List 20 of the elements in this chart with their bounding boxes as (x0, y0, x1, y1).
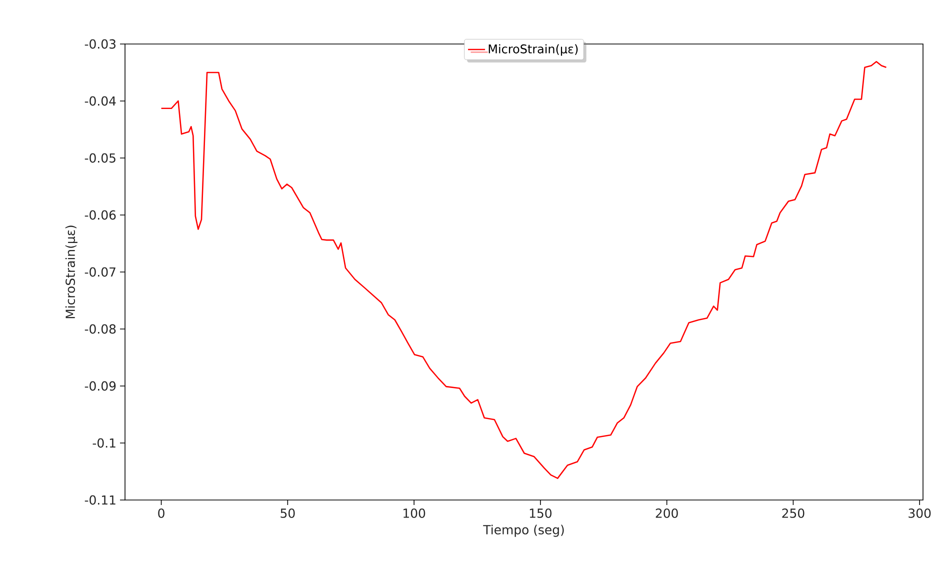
x-tick-label: 150 (530, 508, 552, 518)
legend-label: MicroStrain(με) (488, 44, 578, 56)
x-tick-label: 50 (280, 508, 295, 518)
x-tick-label: 250 (782, 508, 804, 518)
x-tick-label: 300 (908, 508, 931, 518)
y-tick-label: -0.08 (84, 324, 116, 334)
x-tick-label: 0 (158, 508, 164, 518)
y-tick-label: -0.06 (84, 210, 116, 220)
y-tick-label: -0.1 (92, 438, 116, 448)
y-tick-label: -0.09 (84, 381, 116, 391)
y-axis-title: MicroStrain(με) (65, 226, 78, 318)
x-tick-label: 200 (656, 508, 678, 518)
line-series (160, 61, 887, 479)
y-tick-label: -0.03 (84, 39, 116, 49)
y-tick-label: -0.07 (84, 267, 116, 277)
y-tick-label: -0.11 (84, 495, 116, 505)
y-tick-label: -0.04 (84, 96, 116, 106)
x-tick-label: 100 (404, 508, 426, 518)
x-axis-title: Tiempo (seg) (483, 524, 564, 537)
y-tick-label: -0.05 (84, 153, 116, 163)
